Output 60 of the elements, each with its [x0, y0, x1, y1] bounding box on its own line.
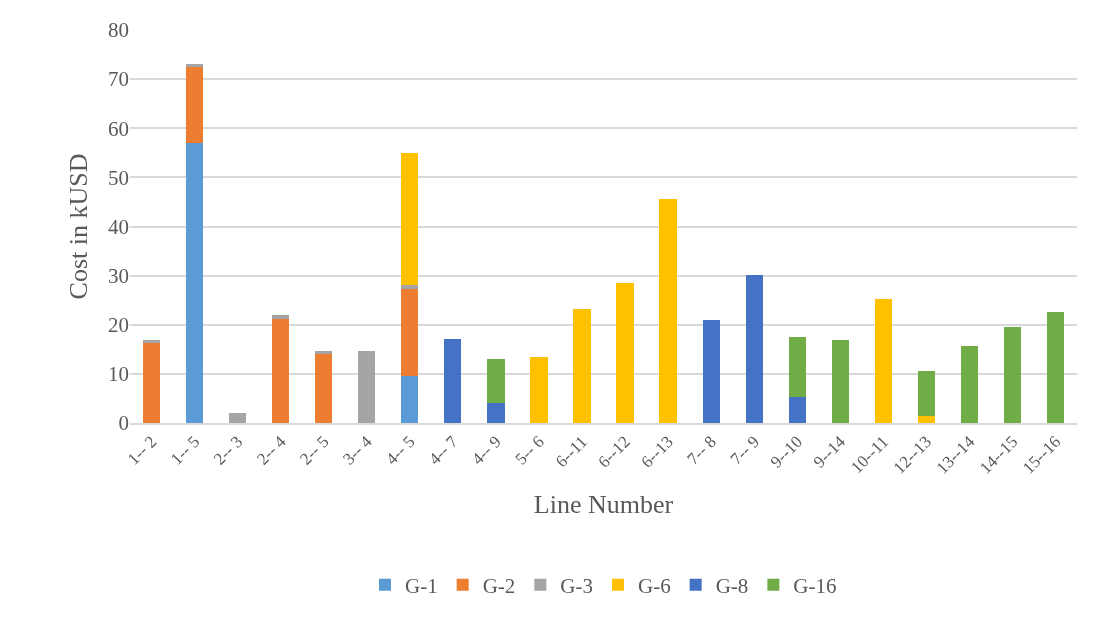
- bar: [530, 357, 548, 423]
- bar: [616, 282, 634, 423]
- x-tick-label: 4-- 9: [468, 432, 505, 469]
- bar: [659, 198, 677, 423]
- x-tick-label: 4-- 5: [382, 432, 419, 469]
- bar: [185, 142, 204, 423]
- x-tick-label: 7-- 9: [726, 432, 763, 469]
- x-tick-label: 2-- 3: [209, 432, 247, 469]
- bar: [788, 396, 806, 423]
- bar: [745, 275, 763, 423]
- bar: [788, 337, 806, 397]
- legend-label: G-3: [560, 573, 594, 598]
- bar: [702, 320, 720, 423]
- bar: [272, 318, 290, 423]
- x-tick-label: 7-- 8: [683, 432, 720, 469]
- legend-label: G-2: [482, 573, 516, 598]
- y-tick-label: 60: [108, 116, 129, 141]
- bar: [142, 340, 161, 343]
- y-axis-title: Cost in kUSD: [64, 153, 94, 300]
- bar: [487, 403, 505, 423]
- bar: [142, 342, 161, 423]
- bar: [358, 351, 376, 423]
- bar: [1046, 311, 1065, 423]
- y-tick-label: 20: [108, 313, 129, 338]
- bar: [917, 415, 935, 423]
- bar: [401, 285, 419, 290]
- bar: [185, 66, 204, 143]
- bar: [401, 152, 419, 286]
- bar: [573, 309, 591, 423]
- y-tick-label: 80: [108, 18, 129, 43]
- y-tick-label: 10: [108, 362, 129, 387]
- bar: [917, 371, 935, 416]
- bar: [315, 353, 333, 423]
- bar: [1003, 326, 1022, 423]
- x-tick-label: 3-- 4: [339, 431, 376, 469]
- bar: [874, 298, 892, 423]
- x-tick-label: 5-- 6: [511, 432, 548, 469]
- legend-label: G-16: [793, 573, 837, 598]
- bar: [401, 289, 419, 377]
- bar: [185, 64, 204, 67]
- x-tick-label: 1-- 5: [166, 432, 204, 469]
- bar: [487, 359, 505, 404]
- y-tick-label: 30: [108, 263, 129, 288]
- legend-label: G-6: [638, 573, 671, 598]
- legend-label: G-8: [715, 573, 749, 598]
- bar: [229, 413, 247, 423]
- x-axis-title: Line Number: [533, 489, 674, 519]
- bar: [401, 376, 419, 423]
- x-tick-label: 2-- 4: [253, 431, 290, 469]
- x-tick-label: 4-- 7: [425, 431, 463, 469]
- y-tick-label: 70: [108, 67, 129, 92]
- bar: [960, 345, 978, 423]
- x-tick-label: 2-- 5: [296, 432, 333, 469]
- bar: [272, 314, 290, 319]
- bar: [444, 339, 462, 423]
- y-tick-label: 50: [108, 165, 129, 190]
- legend-label: G-1: [405, 573, 438, 598]
- bar: [831, 339, 849, 423]
- y-tick-label: 40: [108, 214, 129, 239]
- bar: [315, 351, 333, 354]
